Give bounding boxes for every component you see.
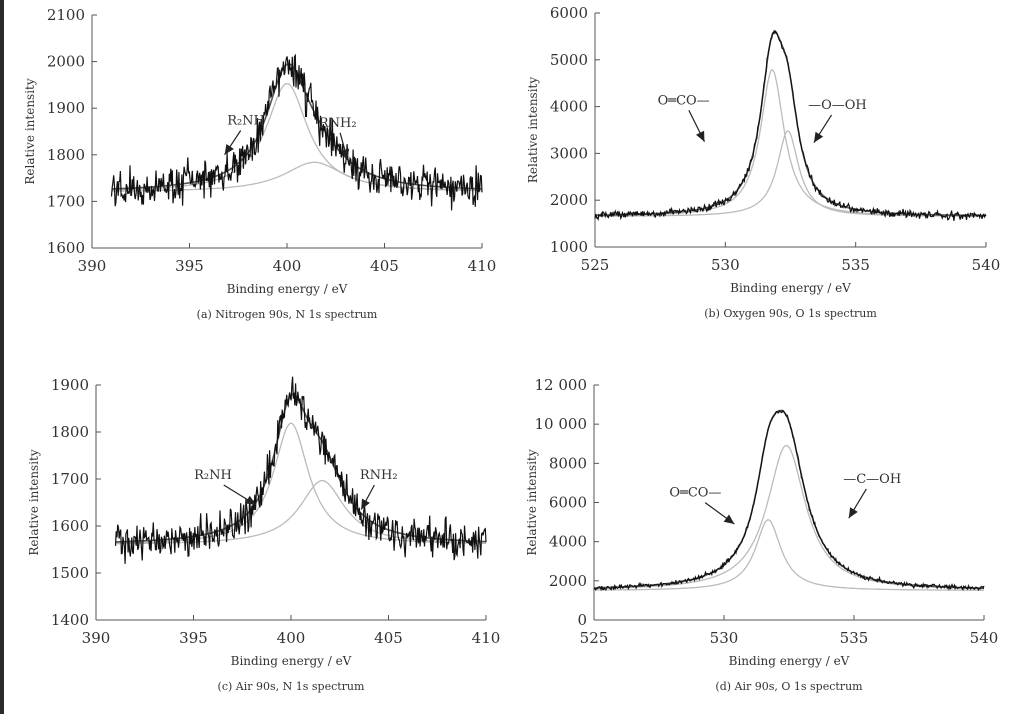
x-tick-label: 395 bbox=[179, 629, 208, 647]
x-tick-label: 535 bbox=[841, 256, 870, 274]
x-tick-label: 405 bbox=[370, 257, 399, 275]
panel-caption: (d) Air 90s, O 1s spectrum bbox=[715, 680, 863, 693]
x-tick-label: 530 bbox=[710, 629, 739, 647]
x-tick-label: 400 bbox=[273, 257, 302, 275]
x-tick-label: 410 bbox=[472, 629, 501, 647]
x-tick-label: 390 bbox=[78, 257, 107, 275]
chart-panel-c: 1400 1500 1600 1700 1800 1900 390 395 400 405 410 B… bbox=[27, 376, 500, 693]
y-tick-label: 1900 bbox=[51, 376, 89, 394]
annotation-arrow-head bbox=[813, 131, 824, 143]
annotation-arrow-head bbox=[723, 514, 735, 525]
annotation-arrow-head bbox=[848, 507, 858, 519]
measured-spectrum-line bbox=[594, 29, 987, 222]
y-tick-label: 1900 bbox=[47, 99, 85, 117]
y-tick-label: 1500 bbox=[51, 564, 89, 582]
x-axis-label: Binding energy / eV bbox=[729, 654, 850, 668]
peak-annotation-label: —O—OH bbox=[808, 98, 867, 113]
chart-panel-d: 0 2000 4000 6000 8000 10 000 12 000 525 530 535 54… bbox=[525, 376, 998, 693]
x-axis-label: Binding energy / eV bbox=[730, 281, 851, 295]
y-tick-label: 12 000 bbox=[535, 376, 588, 394]
envelope-fit-curve bbox=[595, 30, 987, 217]
y-tick-label: 1600 bbox=[51, 517, 89, 535]
y-tick-label: 2000 bbox=[47, 53, 85, 71]
y-tick-label: 4000 bbox=[549, 533, 587, 551]
y-tick-label: 1000 bbox=[550, 238, 588, 256]
annotation-arrow-head bbox=[361, 498, 370, 510]
peak-annotation-label: O═CO— bbox=[669, 486, 721, 501]
y-tick-label: 2000 bbox=[549, 572, 587, 590]
peak-annotation-label: RNH₂ bbox=[319, 116, 357, 131]
y-tick-label: 6000 bbox=[549, 494, 587, 512]
panel-caption: (c) Air 90s, N 1s spectrum bbox=[218, 680, 365, 693]
y-tick-label: 2100 bbox=[47, 6, 85, 24]
x-tick-label: 390 bbox=[82, 629, 111, 647]
measured-spectrum-line bbox=[593, 409, 985, 592]
x-axis-label: Binding energy / eV bbox=[231, 654, 352, 668]
x-tick-label: 405 bbox=[374, 629, 403, 647]
annotation-arrow-head bbox=[695, 130, 705, 142]
y-tick-label: 1600 bbox=[47, 239, 85, 257]
peak-annotation-label: R₂NH bbox=[227, 114, 265, 129]
y-tick-label: 1700 bbox=[51, 470, 89, 488]
x-tick-label: 400 bbox=[277, 629, 306, 647]
x-tick-label: 540 bbox=[970, 629, 999, 647]
left-edge-bar bbox=[0, 0, 4, 714]
annotation-arrow-head bbox=[340, 148, 350, 160]
component-curve bbox=[595, 69, 986, 217]
y-axis-label: Relative intensity bbox=[23, 78, 37, 185]
y-tick-label: 8000 bbox=[549, 454, 587, 472]
component-curve bbox=[594, 519, 984, 591]
peak-annotation-label: RNH₂ bbox=[360, 468, 398, 483]
panel-caption: (b) Oxygen 90s, O 1s spectrum bbox=[704, 307, 877, 320]
y-tick-label: 5000 bbox=[550, 51, 588, 69]
peak-annotation-label: O═CO— bbox=[658, 93, 710, 108]
y-tick-label: 4000 bbox=[550, 98, 588, 116]
peak-annotation-label: —C—OH bbox=[843, 472, 901, 487]
peak-annotation-label: R₂NH bbox=[194, 468, 232, 483]
x-tick-label: 535 bbox=[840, 629, 869, 647]
chart-panel-b: 1000 2000 3000 4000 5000 6000 525 530 535 540 Bind… bbox=[526, 4, 1000, 320]
y-tick-label: 1800 bbox=[47, 146, 85, 164]
component-curve bbox=[595, 130, 986, 217]
component-curve bbox=[594, 444, 984, 590]
y-tick-label: 1800 bbox=[51, 423, 89, 441]
y-tick-label: 10 000 bbox=[535, 415, 588, 433]
y-tick-label: 2000 bbox=[550, 191, 588, 209]
x-tick-label: 395 bbox=[175, 257, 204, 275]
x-tick-label: 525 bbox=[581, 256, 610, 274]
y-tick-label: 1400 bbox=[51, 611, 89, 629]
x-tick-label: 525 bbox=[580, 629, 609, 647]
y-tick-label: 1700 bbox=[47, 192, 85, 210]
x-axis-label: Binding energy / eV bbox=[227, 282, 348, 296]
y-tick-label: 0 bbox=[577, 611, 587, 629]
measured-spectrum-line bbox=[114, 376, 487, 564]
x-tick-label: 530 bbox=[711, 256, 740, 274]
y-tick-label: 6000 bbox=[550, 4, 588, 22]
measured-spectrum-line bbox=[110, 53, 483, 211]
envelope-fit-curve bbox=[594, 409, 984, 589]
annotation-arrow-head bbox=[245, 495, 256, 505]
x-tick-label: 540 bbox=[972, 256, 1001, 274]
y-tick-label: 3000 bbox=[550, 144, 588, 162]
x-tick-label: 410 bbox=[468, 257, 497, 275]
y-axis-label: Relative intensity bbox=[27, 449, 41, 556]
annotation-arrow-head bbox=[224, 143, 234, 155]
y-axis-label: Relative intensity bbox=[525, 449, 539, 556]
chart-panel-a: 1600 1700 1800 1900 2000 2100 390 395 400 405 410 B… bbox=[23, 6, 496, 321]
panel-caption: (a) Nitrogen 90s, N 1s spectrum bbox=[197, 308, 378, 321]
y-axis-label: Relative intensity bbox=[526, 77, 540, 184]
